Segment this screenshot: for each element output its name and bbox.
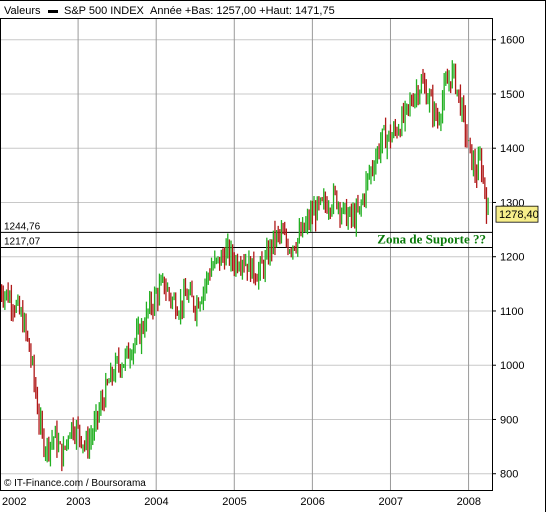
x-tick-label: 2006: [300, 496, 324, 508]
x-tick-label: 2004: [144, 496, 168, 508]
series-name: S&P 500 INDEX: [64, 5, 144, 17]
y-tick-label: 1400: [500, 143, 524, 155]
y-tick-label: 1100: [500, 306, 524, 318]
copyright-footer: © IT-Finance.com / Boursorama: [4, 478, 146, 489]
y-tick-label: 1000: [500, 360, 524, 372]
range-summary: Année +Bas: 1257,00 +Haut: 1471,75: [150, 5, 335, 17]
support-level-label: 1217,07: [4, 236, 41, 247]
x-tick-label: 2002: [2, 496, 26, 508]
support-level-label: 1244,76: [4, 221, 41, 232]
legend-swatch: [48, 5, 58, 17]
price-bars: [0, 60, 489, 472]
tick-labels: 800 900 1000 1100 1200 1300 1400 1500 1600 2002 20…: [2, 35, 524, 508]
y-tick-label: 1500: [500, 89, 524, 101]
last-price-badge: [495, 205, 539, 223]
support-zone-annotation: Zona de Suporte ??: [377, 231, 486, 246]
x-tick-label: 2003: [66, 496, 90, 508]
valeurs-label: Valeurs: [4, 5, 41, 17]
last-price-value: 1278,40: [499, 209, 539, 221]
y-tick-label: 1300: [500, 197, 524, 209]
x-tick-label: 2008: [457, 496, 481, 508]
plot-frame: [0, 18, 493, 491]
y-tick-label: 900: [500, 414, 518, 426]
x-tick-label: 2005: [222, 496, 246, 508]
y-tick-label: 1200: [500, 252, 524, 264]
support-levels: 1244,76 1217,07 Zona de Suporte ??: [0, 221, 492, 248]
x-tick-label: 2007: [378, 496, 402, 508]
y-tick-label: 1600: [500, 35, 524, 47]
y-tick-label: 800: [500, 469, 518, 481]
